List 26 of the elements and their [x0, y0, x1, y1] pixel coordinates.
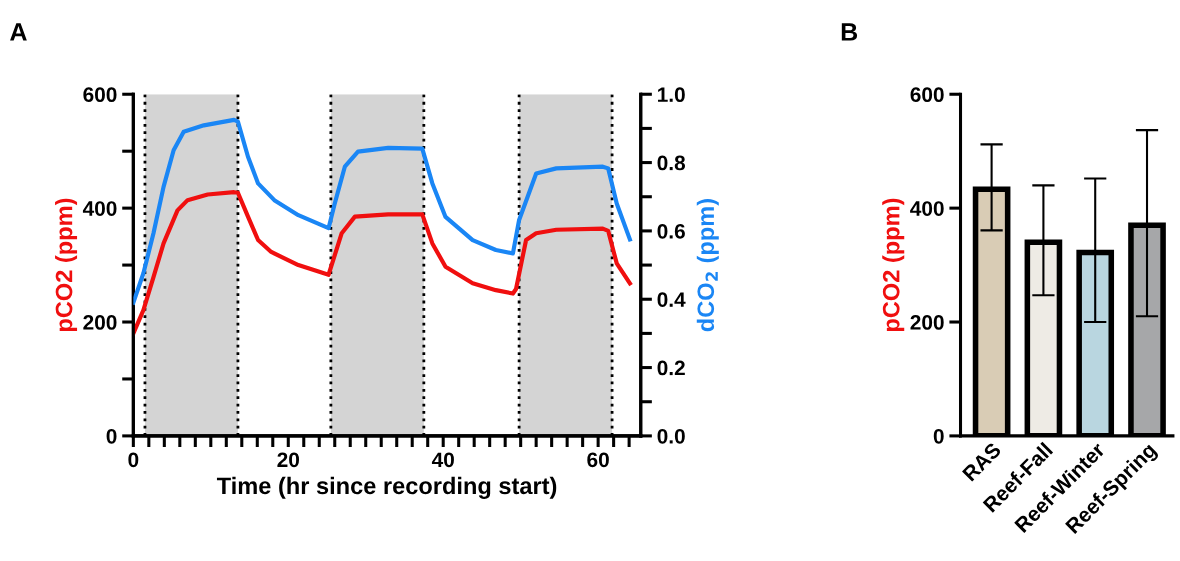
line-series [133, 117, 632, 305]
text: A [10, 23, 27, 41]
y2-tick-label: 1.0 [658, 87, 685, 102]
x-axis-title: Time (hr since recording start) [216, 476, 557, 499]
y-axis-title: pCO2 (ppm) [55, 198, 78, 332]
y-tick-label: 200 [910, 315, 944, 330]
y-axis-title: pCO2 (ppm) [882, 198, 905, 332]
text: B [841, 23, 858, 41]
x-tick-label: 60 [587, 452, 609, 468]
y2-tick-label: 0.8 [657, 155, 686, 171]
y-tick-label: 200 [83, 315, 117, 330]
y2-tick-label: 0.6 [657, 223, 685, 239]
y-tick-label: 600 [83, 87, 117, 102]
y-tick-label: 0 [106, 428, 117, 444]
x-tick-label: 20 [277, 452, 299, 468]
y-tick-label: 0 [933, 428, 944, 444]
y2-tick-label: 0.4 [657, 292, 686, 307]
y2-axis-title: dCO$_{2}$ (ppm) [696, 199, 719, 332]
y2-tick-label: 0.2 [657, 360, 685, 376]
y-tick-label: 400 [910, 201, 944, 216]
x-tick-label: 40 [431, 452, 454, 468]
line-series [133, 190, 632, 336]
x-tick-label: 0 [128, 452, 139, 468]
y-tick-label: 400 [82, 201, 117, 216]
y-tick-label: 600 [910, 87, 944, 102]
y2-tick-label: 0.0 [657, 428, 685, 444]
